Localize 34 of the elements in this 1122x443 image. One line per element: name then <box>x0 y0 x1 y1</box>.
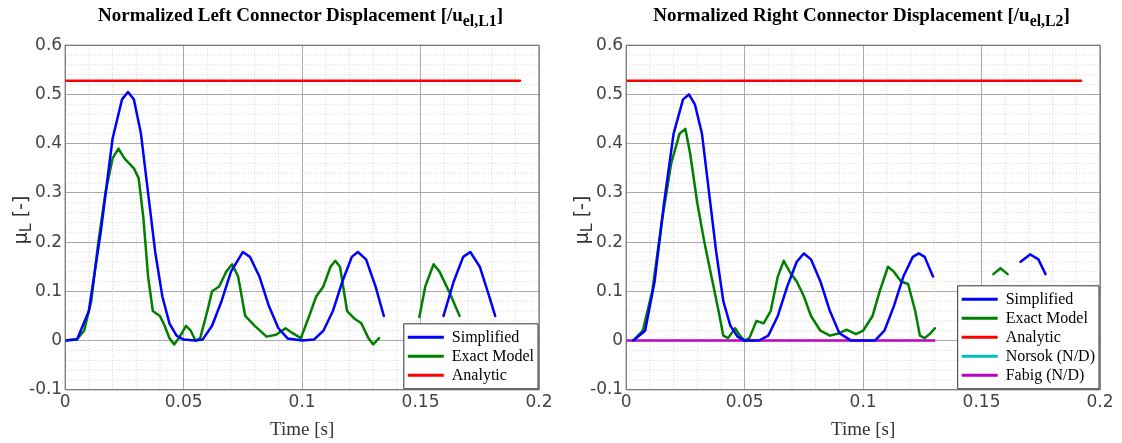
y-tick-label: 0.5 <box>35 82 63 103</box>
y-tick-label: 0.1 <box>35 279 63 300</box>
x-tick-label: 0.1 <box>849 391 877 412</box>
x-tick-label: 0.2 <box>525 391 553 412</box>
y-tick-label: 0 <box>51 328 63 349</box>
x-tick-label: 0.2 <box>1086 391 1114 412</box>
x-tick-label: 0.15 <box>401 391 440 412</box>
y-tick-label: 0.6 <box>35 33 63 54</box>
y-tick-label: 0.3 <box>596 181 624 202</box>
y-tick-label: 0.2 <box>596 230 624 251</box>
y-tick-label: 0.1 <box>596 279 624 300</box>
x-tick-label: 0.05 <box>164 391 203 412</box>
x-tick-label: 0.05 <box>725 391 764 412</box>
y-tick-label: 0 <box>612 328 624 349</box>
x-tick-label: 0.15 <box>962 391 1001 412</box>
y-tick-label: 0.4 <box>35 132 63 153</box>
y-tick-label: 0.6 <box>596 33 624 54</box>
legend-label: Fabig (N/D) <box>1005 365 1085 384</box>
legend-label: Exact Model <box>1005 308 1089 326</box>
x-axis-title: Time [s] <box>269 417 335 439</box>
legend-label: Analytic <box>451 365 507 384</box>
y-tick-label: 0.5 <box>596 82 624 103</box>
chart-title: Normalized Left Connector Displacement [/u$_{el,L1}$] <box>97 4 504 30</box>
y-tick-label: 0.2 <box>35 230 63 251</box>
x-tick-label: 0.1 <box>288 391 316 412</box>
chart-title: Normalized Right Connector Displacement [/u$_{el,L2}$] <box>652 4 1071 30</box>
legend-label: Analytic <box>1005 327 1061 346</box>
x-axis-title: Time [s] <box>830 417 896 439</box>
legend-label: Exact Model <box>451 346 535 364</box>
legend-label: Simplified <box>1005 289 1074 308</box>
y-tick-label: 0.3 <box>35 181 63 202</box>
legend-label: Norsok (N/D) <box>1005 346 1096 365</box>
y-tick-label: 0.4 <box>596 132 624 153</box>
legend-label: Simplified <box>451 327 520 346</box>
